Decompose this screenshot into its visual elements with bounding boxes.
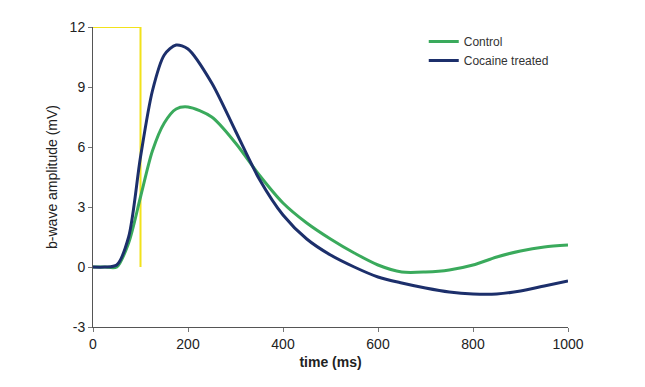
svg-text:3: 3 — [77, 199, 85, 215]
svg-text:0: 0 — [77, 259, 85, 275]
svg-text:time (ms): time (ms) — [299, 354, 361, 370]
svg-text:200: 200 — [176, 336, 200, 352]
svg-text:600: 600 — [366, 336, 390, 352]
svg-text:6: 6 — [77, 139, 85, 155]
svg-text:0: 0 — [89, 336, 97, 352]
svg-text:Control: Control — [464, 35, 503, 49]
svg-text:800: 800 — [461, 336, 485, 352]
svg-text:9: 9 — [77, 79, 85, 95]
svg-text:400: 400 — [271, 336, 295, 352]
svg-text:1000: 1000 — [552, 336, 583, 352]
svg-text:12: 12 — [70, 19, 86, 35]
svg-text:Cocaine treated: Cocaine treated — [464, 54, 549, 68]
svg-text:b-wave amplitude (mV): b-wave amplitude (mV) — [44, 105, 60, 249]
svg-text:-3: -3 — [73, 319, 86, 335]
